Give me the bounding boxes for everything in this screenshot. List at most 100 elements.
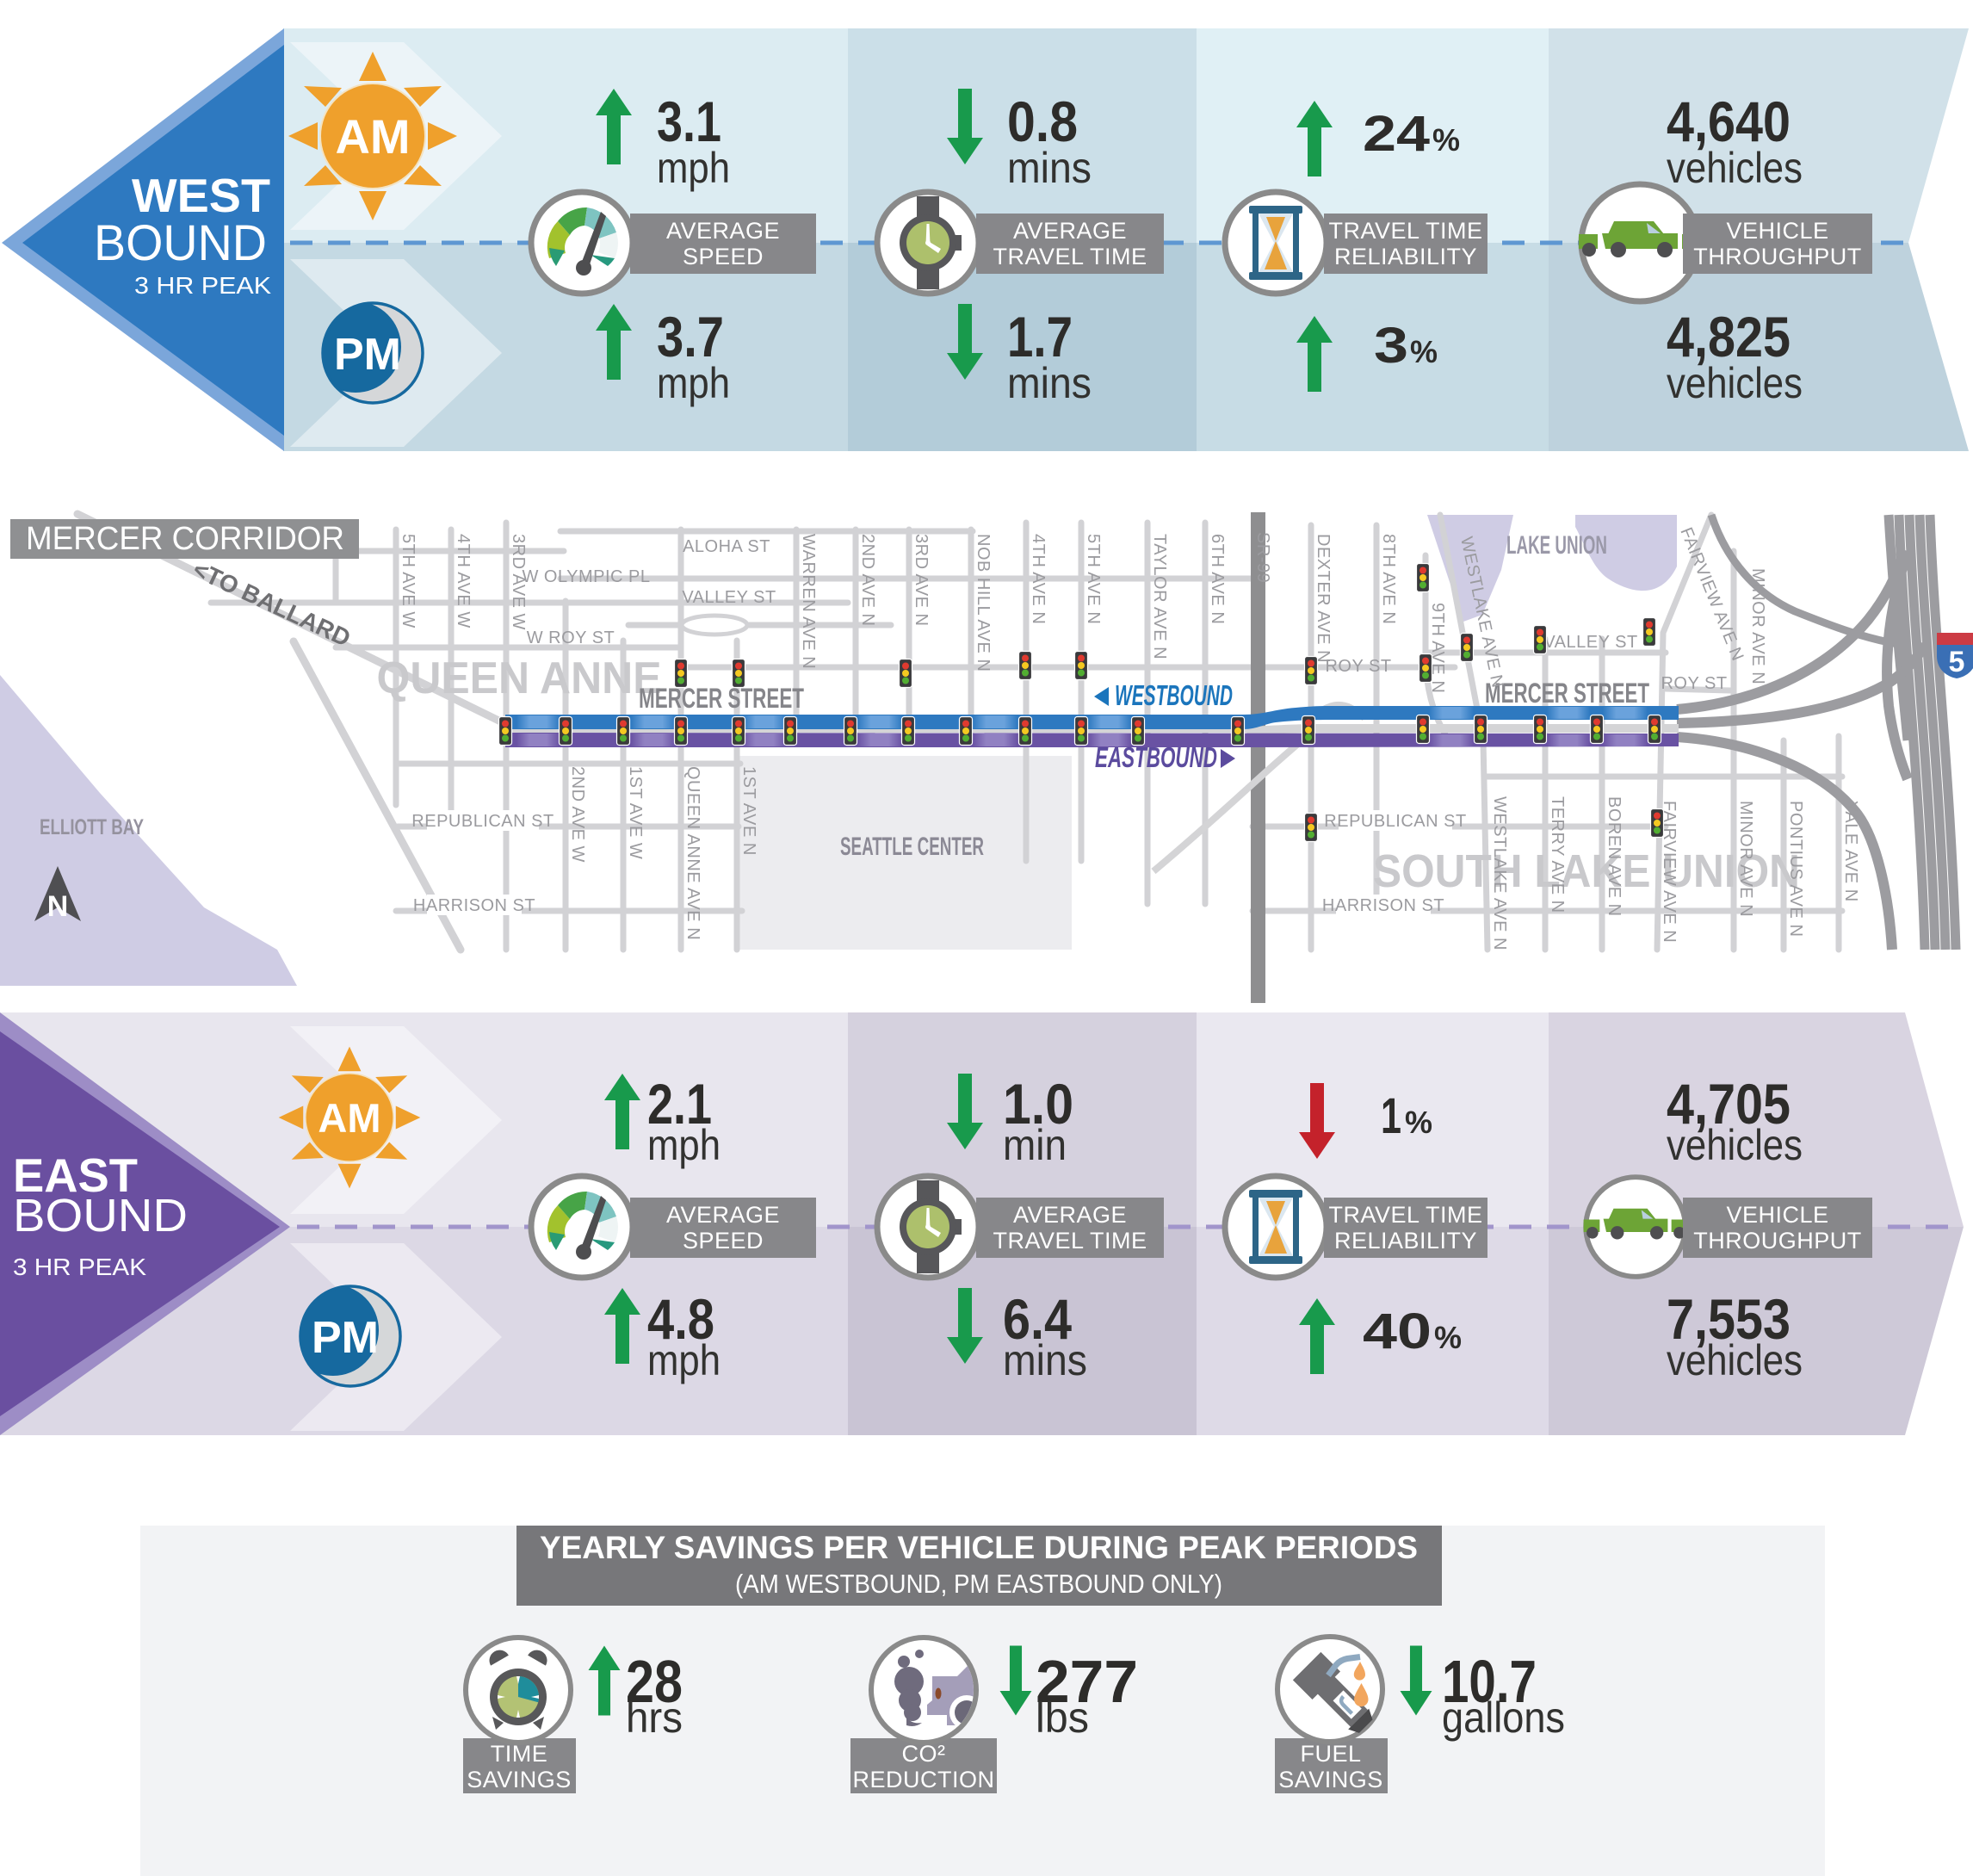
svg-text:SEATTLE CENTER: SEATTLE CENTER	[840, 833, 984, 861]
svg-text:hrs: hrs	[626, 1693, 683, 1742]
svg-text:MINOR AVE N: MINOR AVE N	[1736, 801, 1755, 917]
svg-text:THROUGHPUT: THROUGHPUT	[1693, 244, 1862, 269]
svg-text:mins: mins	[1003, 1336, 1087, 1384]
svg-text:lbs: lbs	[1036, 1693, 1089, 1742]
svg-text:NOB HILL AVE N: NOB HILL AVE N	[974, 534, 993, 672]
svg-text:RELIABILITY: RELIABILITY	[1334, 244, 1477, 269]
svg-text:ROY ST: ROY ST	[1661, 674, 1727, 693]
svg-text:RELIABILITY: RELIABILITY	[1334, 1228, 1477, 1254]
svg-text:SR-99: SR-99	[1253, 532, 1272, 583]
svg-text:4.8: 4.8	[647, 1287, 714, 1351]
svg-text:YEARLY SAVINGS PER VEHICLE DUR: YEARLY SAVINGS PER VEHICLE DURING PEAK P…	[540, 1530, 1418, 1565]
svg-text:28: 28	[626, 1648, 683, 1715]
svg-text:AVERAGE: AVERAGE	[666, 1202, 780, 1228]
svg-text:4,640: 4,640	[1667, 90, 1791, 153]
svg-text:1ST AVE N: 1ST AVE N	[739, 766, 758, 856]
svg-text:SOUTH LAKE UNION: SOUTH LAKE UNION	[1373, 845, 1800, 897]
svg-text:6.4: 6.4	[1003, 1287, 1072, 1351]
svg-text:24: 24	[1363, 106, 1430, 162]
svg-text:N: N	[47, 890, 69, 923]
svg-text:VEHICLE: VEHICLE	[1726, 1202, 1828, 1228]
svg-text:VALLEY ST: VALLEY ST	[1543, 633, 1637, 652]
svg-text:%: %	[1432, 122, 1460, 158]
svg-text:gallons: gallons	[1442, 1693, 1565, 1742]
svg-text:%: %	[1410, 334, 1438, 369]
svg-text:5: 5	[1949, 646, 1965, 678]
svg-text:mins: mins	[1007, 359, 1092, 407]
svg-text:1ST AVE W: 1ST AVE W	[626, 766, 645, 859]
svg-text:VEHICLE: VEHICLE	[1726, 218, 1828, 244]
svg-text:MERCER STREET: MERCER STREET	[639, 683, 804, 714]
svg-text:5TH AVE W: 5TH AVE W	[399, 534, 417, 628]
svg-text:mph: mph	[657, 144, 730, 192]
svg-text:THROUGHPUT: THROUGHPUT	[1693, 1228, 1862, 1254]
svg-text:BOUND: BOUND	[13, 1190, 188, 1241]
svg-text:1.0: 1.0	[1003, 1072, 1073, 1136]
svg-text:EASTBOUND: EASTBOUND	[1095, 741, 1217, 773]
svg-text:min: min	[1003, 1121, 1067, 1169]
svg-text:TRAVEL TIME: TRAVEL TIME	[993, 1228, 1147, 1254]
svg-text:REPUBLICAN ST: REPUBLICAN ST	[1324, 812, 1466, 831]
svg-text:FAIRVIEW AVE N: FAIRVIEW AVE N	[1660, 801, 1679, 943]
svg-text:TRAVEL TIME: TRAVEL TIME	[1328, 218, 1482, 244]
svg-text:EAST: EAST	[13, 1149, 138, 1202]
svg-text:4,825: 4,825	[1667, 305, 1791, 368]
svg-text:277: 277	[1036, 1648, 1138, 1715]
svg-text:2.1: 2.1	[647, 1072, 712, 1136]
svg-text:SPEED: SPEED	[683, 244, 764, 269]
svg-text:SPEED: SPEED	[683, 1228, 764, 1254]
svg-text:3.1: 3.1	[657, 90, 721, 153]
svg-text:WARREN AVE N: WARREN AVE N	[799, 534, 818, 669]
svg-text:HARRISON ST: HARRISON ST	[413, 896, 535, 915]
svg-text:WESTLAKE AVE N: WESTLAKE AVE N	[1490, 796, 1509, 950]
svg-text:REDUCTION: REDUCTION	[853, 1767, 995, 1792]
svg-text:PONTIUS AVE N: PONTIUS AVE N	[1786, 801, 1805, 937]
svg-text:9TH AVE N: 9TH AVE N	[1428, 603, 1447, 693]
svg-text:%: %	[1405, 1105, 1432, 1140]
svg-text:1.7: 1.7	[1007, 305, 1073, 368]
svg-text:HARRISON ST: HARRISON ST	[1322, 896, 1444, 915]
svg-text:QUEEN ANNE AVE N: QUEEN ANNE AVE N	[683, 766, 702, 940]
svg-text:ROY ST: ROY ST	[1325, 657, 1391, 676]
svg-text:6TH AVE N: 6TH AVE N	[1208, 534, 1227, 624]
svg-text:2ND AVE W: 2ND AVE W	[568, 766, 587, 863]
svg-text:mph: mph	[657, 359, 730, 407]
svg-text:40: 40	[1363, 1303, 1432, 1359]
svg-text:10.7: 10.7	[1442, 1648, 1537, 1715]
svg-text:TRAVEL TIME: TRAVEL TIME	[993, 244, 1147, 269]
svg-text:WEST: WEST	[132, 169, 270, 222]
svg-text:ALOHA ST: ALOHA ST	[683, 537, 770, 556]
svg-text:W ROY ST: W ROY ST	[527, 628, 615, 647]
svg-text:MINOR AVE N: MINOR AVE N	[1748, 568, 1767, 684]
svg-text:3.7: 3.7	[657, 305, 724, 368]
svg-text:SAVINGS: SAVINGS	[467, 1767, 572, 1792]
svg-text:4TH AVE N: 4TH AVE N	[1029, 534, 1048, 624]
svg-text:3 HR PEAK: 3 HR PEAK	[134, 272, 271, 299]
svg-text:TIME: TIME	[491, 1741, 548, 1767]
svg-text:vehicles: vehicles	[1667, 359, 1803, 407]
svg-text:3RD AVE N: 3RD AVE N	[912, 534, 931, 627]
svg-text:0.8: 0.8	[1007, 90, 1078, 153]
svg-text:2ND AVE N: 2ND AVE N	[858, 534, 877, 627]
svg-text:3RD AVE W: 3RD AVE W	[509, 534, 528, 630]
svg-text:mins: mins	[1007, 144, 1092, 192]
svg-text:mph: mph	[647, 1336, 721, 1384]
svg-text:AVERAGE: AVERAGE	[666, 218, 780, 244]
svg-text:MERCER STREET: MERCER STREET	[1485, 678, 1649, 709]
svg-text:mph: mph	[647, 1121, 721, 1169]
svg-text:5TH AVE N: 5TH AVE N	[1084, 534, 1103, 624]
svg-text:BOUND: BOUND	[94, 215, 267, 271]
svg-text:CO²: CO²	[902, 1741, 946, 1767]
svg-text:FUEL: FUEL	[1300, 1741, 1361, 1767]
svg-text:YALE AVE N: YALE AVE N	[1841, 801, 1860, 902]
svg-text:3: 3	[1374, 318, 1408, 374]
svg-text:ELLIOTT BAY: ELLIOTT BAY	[40, 815, 144, 839]
svg-text:AVERAGE: AVERAGE	[1013, 1202, 1127, 1228]
svg-text:3 HR PEAK: 3 HR PEAK	[13, 1254, 146, 1280]
svg-text:REPUBLICAN ST: REPUBLICAN ST	[411, 812, 554, 831]
svg-text:WESTBOUND: WESTBOUND	[1115, 679, 1233, 711]
svg-text:7,553: 7,553	[1667, 1287, 1791, 1351]
svg-text:4,705: 4,705	[1667, 1072, 1791, 1136]
svg-text:DEXTER AVE N: DEXTER AVE N	[1314, 534, 1333, 663]
svg-text:4TH AVE W: 4TH AVE W	[454, 534, 473, 628]
